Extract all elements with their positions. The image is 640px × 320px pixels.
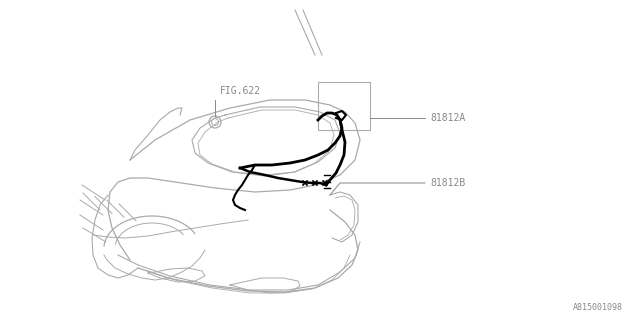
Text: 81812A: 81812A <box>430 113 465 123</box>
Text: 81812B: 81812B <box>430 178 465 188</box>
Bar <box>318 82 370 130</box>
Text: FIG.622: FIG.622 <box>220 86 261 96</box>
Text: A815001098: A815001098 <box>573 303 623 312</box>
